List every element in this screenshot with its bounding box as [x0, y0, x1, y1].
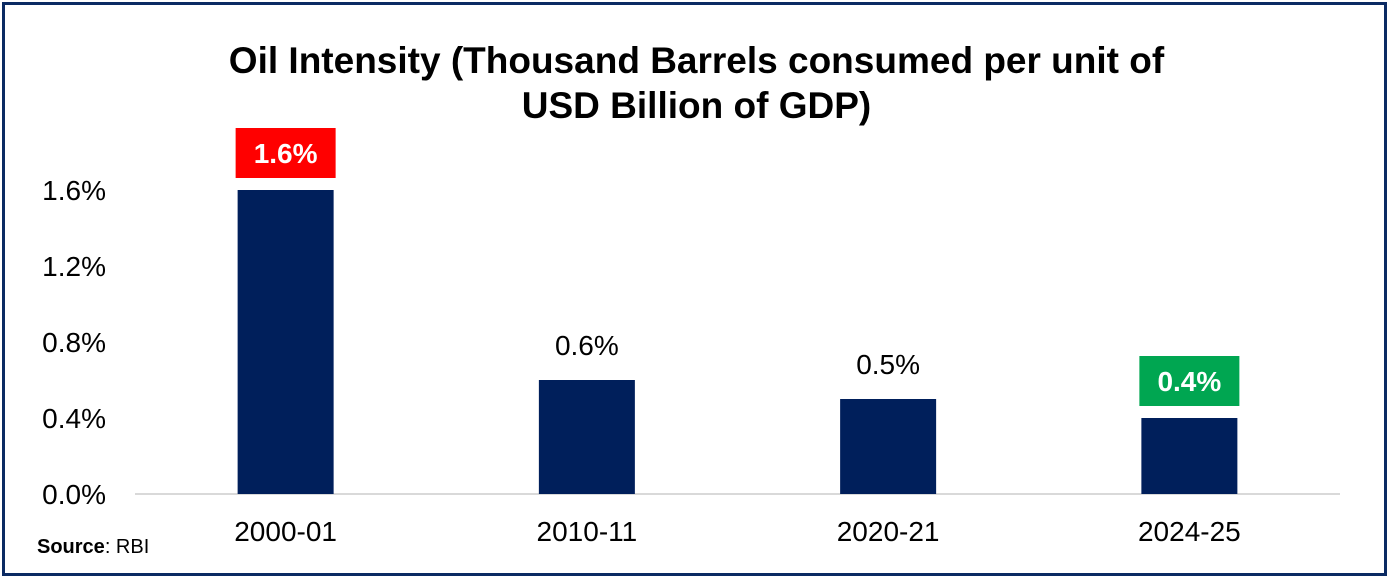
source-label: Source	[37, 536, 105, 558]
y-tick-label: 0.0%	[42, 479, 106, 510]
data-label-highlight	[1139, 356, 1240, 406]
x-tick-label: 2010-11	[537, 516, 638, 547]
data-label: 0.6%	[555, 330, 619, 361]
y-tick-label: 1.6%	[42, 175, 106, 206]
chart-frame	[2, 2, 1387, 576]
title-line-1: Oil Intensity (Thousand Barrels consumed…	[228, 40, 1165, 81]
x-tick-label: 2024-25	[1138, 516, 1241, 547]
bar	[538, 380, 635, 494]
bar	[1141, 418, 1238, 494]
y-tick-label: 1.2%	[42, 251, 106, 282]
data-label: 1.6%	[254, 138, 318, 169]
data-label: 0.4%	[1157, 366, 1221, 397]
bar	[840, 399, 937, 494]
y-tick-label: 0.8%	[42, 327, 106, 358]
source-value: : RBI	[104, 536, 150, 558]
title-line-2: USD Billion of GDP)	[521, 85, 872, 126]
data-label: 0.5%	[856, 349, 920, 380]
data-label-highlight	[235, 128, 336, 178]
x-tick-label: 2020-21	[837, 516, 940, 547]
chart-title: Oil Intensity (Thousand Barrels consumed…	[0, 38, 1393, 128]
y-tick-label: 0.4%	[42, 403, 106, 434]
x-tick-label: 2000-01	[234, 516, 337, 547]
source-note: Source: RBI	[37, 536, 149, 559]
bar	[237, 190, 334, 494]
